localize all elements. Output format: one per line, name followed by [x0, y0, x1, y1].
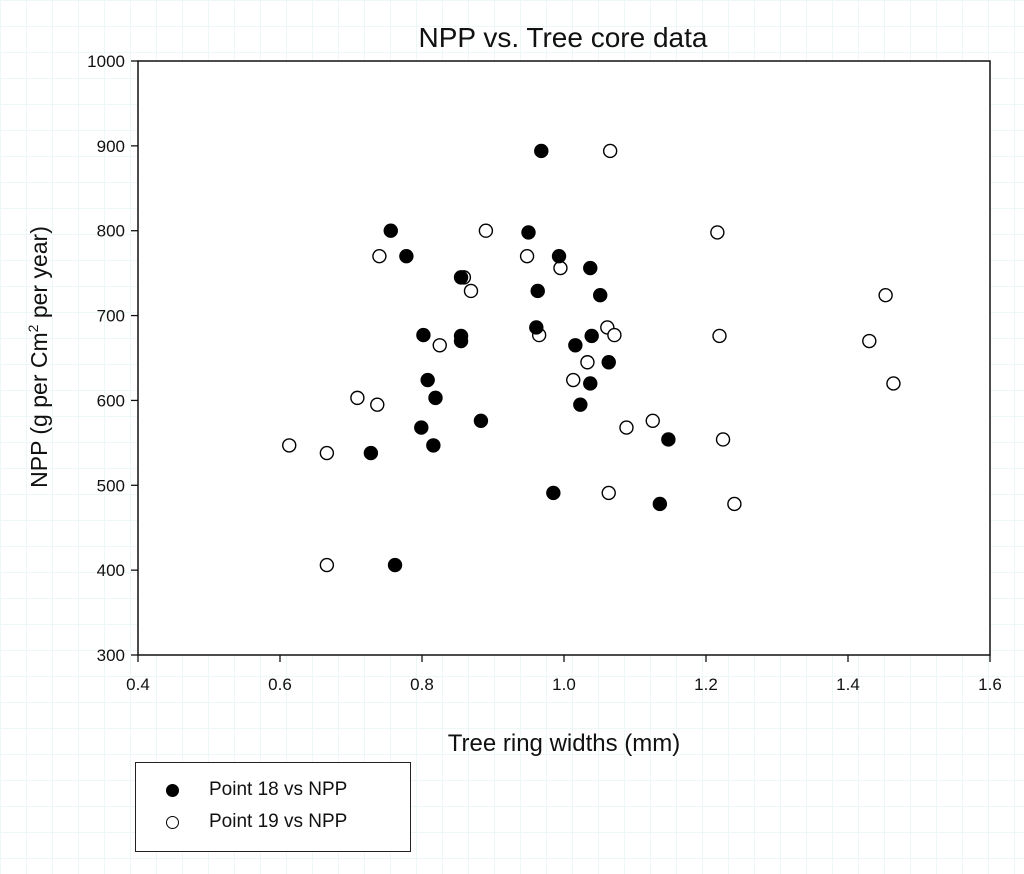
open-data-point: [727, 496, 742, 512]
y-axis-label-main: NPP (g per Cm: [26, 332, 52, 488]
filled-data-point: [568, 338, 583, 353]
filled-data-point: [583, 376, 598, 391]
open-data-point: [478, 223, 494, 238]
open-data-point: [607, 327, 622, 343]
y-axis-label-superscript: 2: [25, 324, 41, 332]
filled-data-point: [399, 248, 414, 264]
filled-data-point: [473, 413, 489, 428]
filled-data-point: [583, 260, 598, 276]
open-data-point: [370, 397, 385, 412]
filled-data-point: [428, 390, 443, 406]
filled-data-point: [593, 288, 608, 303]
filled-data-point: [534, 143, 549, 159]
filled-circle-icon: [166, 783, 179, 797]
y-tick-label: 600: [97, 391, 125, 410]
legend-label: Point 19 vs NPP: [209, 811, 348, 832]
x-tick-label: 1.2: [694, 675, 718, 694]
filled-data-point: [530, 283, 545, 299]
x-axis: 0.4 0.6 0.8 1.0 1.2 1.4 1.6: [126, 655, 1002, 694]
series-point-18: [363, 143, 676, 573]
filled-data-point: [521, 225, 536, 240]
open-data-point: [553, 260, 568, 276]
filled-data-point: [601, 355, 616, 370]
legend-label: Point 18 vs NPP: [209, 779, 348, 800]
filled-data-point: [551, 248, 567, 264]
open-data-point: [619, 420, 634, 435]
x-tick-label: 1.4: [836, 675, 860, 694]
y-tick-label: 400: [97, 561, 125, 580]
y-axis-label: NPP (g per Cm2 per year): [25, 226, 52, 488]
legend: Point 18 vs NPP Point 19 vs NPP: [135, 762, 411, 852]
filled-data-point: [387, 557, 403, 573]
x-axis-label: Tree ring widths (mm): [448, 730, 680, 757]
open-data-point: [350, 390, 365, 406]
y-tick-label: 500: [97, 476, 125, 495]
legend-item-point-18: Point 18 vs NPP: [166, 778, 347, 802]
open-data-point: [712, 328, 727, 344]
open-data-point: [282, 438, 297, 453]
filled-data-point: [383, 223, 398, 238]
x-tick-label: 0.4: [126, 675, 150, 694]
filled-data-point: [529, 320, 544, 335]
open-data-point: [862, 333, 877, 349]
filled-data-point: [414, 420, 429, 435]
x-tick-label: 1.0: [552, 675, 576, 694]
filled-data-point: [453, 333, 469, 349]
open-data-point: [432, 338, 447, 353]
open-data-point: [566, 372, 581, 388]
filled-data-point: [573, 397, 588, 412]
open-data-point: [601, 485, 616, 501]
open-data-point: [602, 143, 618, 159]
open-data-point: [645, 413, 660, 428]
filled-data-point: [652, 496, 668, 512]
open-data-point: [886, 376, 901, 391]
open-data-point: [319, 557, 335, 573]
y-tick-label: 700: [97, 307, 125, 326]
filled-data-point: [426, 438, 441, 453]
filled-data-point: [420, 372, 435, 388]
y-tick-label: 1000: [87, 52, 125, 71]
x-tick-label: 0.8: [410, 675, 434, 694]
open-data-point: [463, 283, 479, 299]
open-data-point: [715, 432, 731, 447]
filled-data-point: [546, 485, 561, 501]
open-data-point: [519, 248, 535, 264]
filled-data-point: [584, 328, 599, 344]
data-points: [282, 143, 901, 573]
y-axis: 300 400 500 600 700 800 900 1000: [87, 52, 138, 665]
legend-item-point-19: Point 19 vs NPP: [166, 810, 347, 834]
open-data-point: [580, 355, 595, 370]
y-tick-label: 900: [97, 137, 125, 156]
y-tick-label: 800: [97, 222, 125, 241]
chart-title: NPP vs. Tree core data: [419, 22, 708, 53]
plot-area: [137, 60, 991, 656]
y-axis-label-tail: per year): [26, 226, 52, 324]
filled-data-point: [416, 327, 431, 343]
open-circle-icon: [166, 815, 179, 829]
filled-data-point: [661, 432, 676, 447]
open-data-point: [372, 248, 387, 264]
y-tick-label: 300: [97, 646, 125, 665]
open-data-point: [710, 225, 725, 240]
filled-data-point: [453, 270, 469, 285]
filled-data-point: [363, 445, 379, 461]
x-tick-label: 0.6: [268, 675, 292, 694]
open-data-point: [878, 288, 893, 303]
x-tick-label: 1.6: [978, 675, 1002, 694]
series-point-19: [282, 143, 901, 573]
open-data-point: [319, 445, 335, 461]
